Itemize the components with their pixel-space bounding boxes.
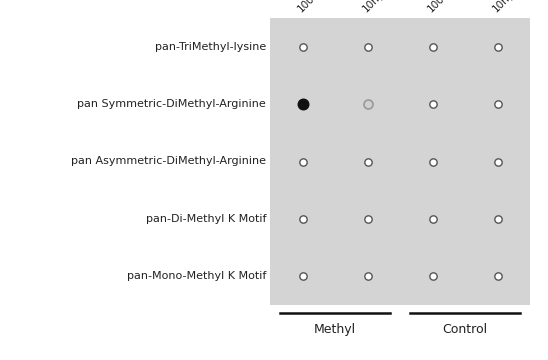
Text: Methyl: Methyl [314,323,356,336]
Point [428,274,437,279]
Point [363,274,372,279]
Point [298,216,307,222]
Point [493,159,502,165]
Text: 10ng: 10ng [490,0,516,14]
Point [363,159,372,165]
Text: pan-Di-Methyl K Motif: pan-Di-Methyl K Motif [146,214,266,224]
Text: 100ng: 100ng [295,0,326,14]
Point [363,44,372,50]
Point [428,216,437,222]
Text: pan Asymmetric-DiMethyl-Arginine: pan Asymmetric-DiMethyl-Arginine [71,157,266,166]
Text: pan-Mono-Methyl K Motif: pan-Mono-Methyl K Motif [127,271,266,281]
Point [428,101,437,107]
Point [428,159,437,165]
Text: pan Symmetric-DiMethyl-Arginine: pan Symmetric-DiMethyl-Arginine [77,99,266,109]
Point [363,216,372,222]
Point [363,101,372,107]
Point [493,44,502,50]
Text: pan-TriMethyl-lysine: pan-TriMethyl-lysine [155,42,266,52]
Text: 10ng: 10ng [361,0,386,14]
Point [493,216,502,222]
Point [298,101,307,107]
Bar [270,18,530,305]
Point [493,274,502,279]
Text: 100ng: 100ng [425,0,456,14]
Point [428,44,437,50]
Point [298,274,307,279]
Text: Control: Control [442,323,488,336]
Point [298,159,307,165]
Point [298,44,307,50]
Point [493,101,502,107]
